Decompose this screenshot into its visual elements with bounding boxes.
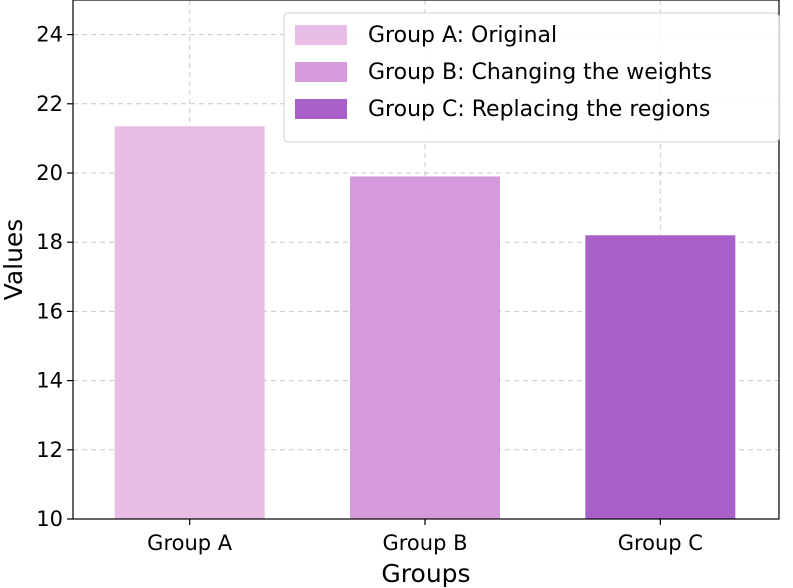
x-axis-ticks: Group A Group B Group C — [147, 519, 703, 555]
y-axis-label: Values — [0, 219, 28, 301]
y-tick-label: 10 — [36, 507, 63, 531]
y-tick-label: 14 — [36, 369, 63, 393]
y-axis-ticks: 10 12 14 16 18 20 22 24 — [36, 23, 73, 531]
y-tick-label: 24 — [36, 23, 63, 47]
legend-swatch — [295, 99, 347, 119]
legend-entry: Group B: Changing the weights — [368, 60, 712, 85]
legend-box — [283, 12, 780, 143]
x-axis-label: Groups — [381, 559, 470, 588]
legend-swatch — [295, 62, 347, 82]
legend-entry: Group A: Original — [368, 23, 557, 48]
y-tick-label: 18 — [36, 230, 63, 254]
bars — [114, 126, 736, 519]
bar-group-c — [585, 235, 736, 519]
bar-group-b — [350, 176, 500, 519]
legend: Group A: Original Group B: Changing the w… — [283, 12, 780, 143]
x-tick-label: Group C — [618, 531, 703, 555]
axes-frame — [72, 0, 780, 520]
x-tick-label: Group A — [147, 531, 233, 555]
legend-entry: Group C: Replacing the regions — [368, 97, 710, 122]
y-tick-label: 20 — [36, 161, 63, 185]
legend-swatch — [295, 25, 347, 45]
y-tick-label: 16 — [36, 299, 63, 323]
bar-group-a — [114, 126, 265, 519]
y-tick-label: 22 — [36, 92, 63, 116]
y-tick-label: 12 — [36, 438, 63, 462]
x-tick-label: Group B — [382, 531, 467, 555]
